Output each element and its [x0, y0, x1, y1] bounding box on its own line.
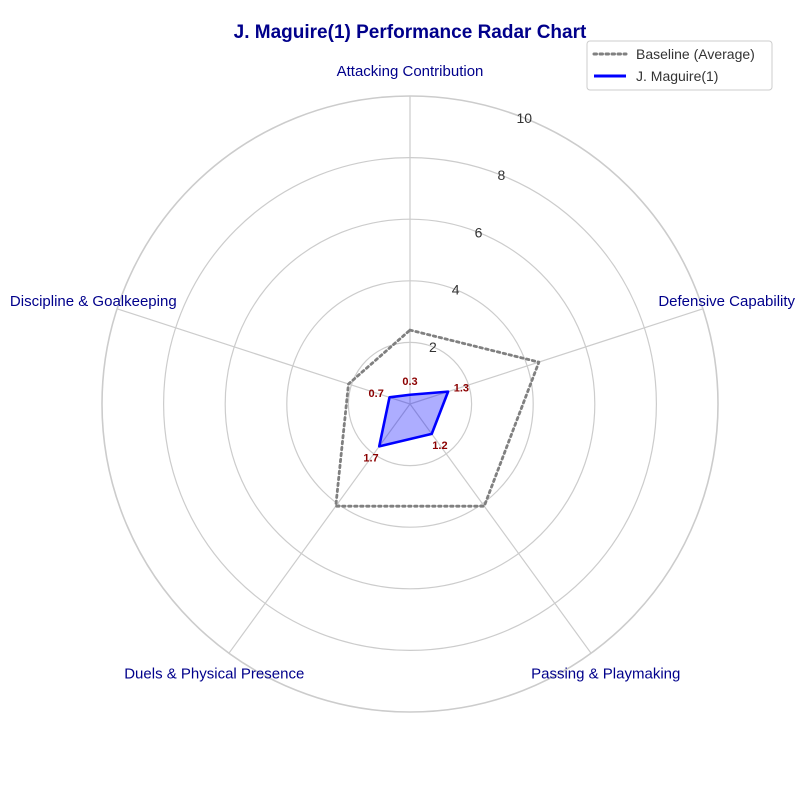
grid-spoke: [409, 403, 592, 654]
axis-label: Defensive Capability: [658, 293, 795, 310]
axis-label: Passing & Playmaking: [531, 665, 680, 682]
data-value-label: 1.2: [432, 440, 447, 452]
radar-series: [334, 328, 541, 508]
axis-label: Attacking Contribution: [337, 63, 484, 80]
series-polygon-baseline: [334, 328, 541, 508]
radar-labels: 2 4 6 8 10 Attacking Contribution Defensive Ca…: [10, 63, 796, 682]
data-value-label: 0.7: [369, 388, 384, 400]
data-value-label: 0.3: [402, 376, 417, 388]
chart-title: J. Maguire(1) Performance Radar Chart: [234, 22, 587, 43]
radial-tick-label: 6: [475, 224, 483, 240]
grid-spoke: [116, 308, 411, 405]
legend: Baseline (Average) J. Maguire(1): [586, 40, 773, 91]
radial-tick-label: 10: [516, 110, 532, 126]
radial-tick-label: 4: [452, 282, 460, 298]
legend-label-player: J. Maguire(1): [636, 68, 718, 84]
axis-label: Duels & Physical Presence: [124, 665, 304, 682]
axis-label: Discipline & Goalkeeping: [10, 293, 177, 310]
data-value-label: 1.7: [363, 453, 378, 465]
legend-label-baseline: Baseline (Average): [636, 46, 755, 62]
radial-tick-label: 8: [497, 167, 505, 183]
series-polygon-player: [377, 390, 450, 448]
radial-tick-label: 2: [429, 339, 437, 355]
data-value-label: 1.3: [454, 382, 469, 394]
grid-spoke: [409, 308, 704, 405]
legend-box: [586, 40, 773, 91]
